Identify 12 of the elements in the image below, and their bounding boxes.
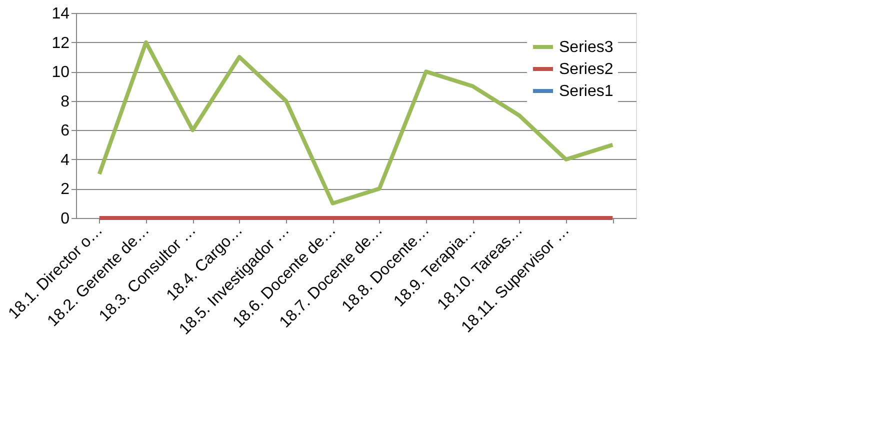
y-tick-label: 0 bbox=[60, 210, 70, 228]
legend-label: Series2 bbox=[559, 61, 614, 78]
y-tick-label: 8 bbox=[60, 93, 70, 110]
y-tick-label: 14 bbox=[52, 6, 70, 22]
legend-label: Series3 bbox=[559, 39, 614, 56]
legend-label: Series1 bbox=[559, 83, 614, 100]
y-tick-label: 12 bbox=[52, 34, 70, 52]
y-tick-label: 4 bbox=[60, 152, 70, 169]
line-series bbox=[97, 40, 615, 206]
y-tick-label: 6 bbox=[60, 122, 70, 140]
y-tick-label: 10 bbox=[52, 64, 70, 82]
y-tick-label: 2 bbox=[60, 181, 70, 198]
